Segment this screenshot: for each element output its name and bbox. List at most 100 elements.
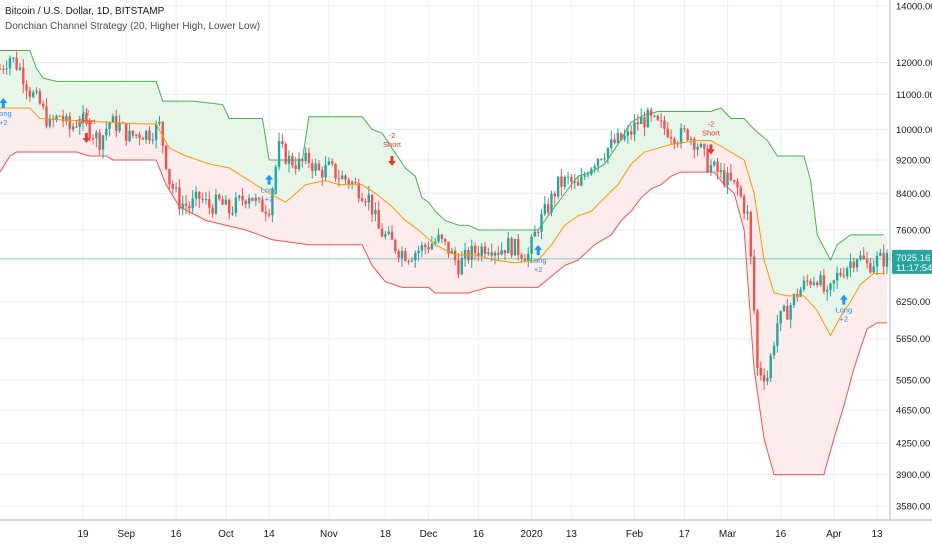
candle-body xyxy=(839,272,842,276)
candle-body xyxy=(546,204,550,213)
time-tick-label[interactable]: Dec xyxy=(420,529,438,540)
candle-body xyxy=(5,68,8,70)
candle-body xyxy=(301,158,304,162)
bar-countdown: 11:17:54 xyxy=(896,263,932,274)
time-tick-label[interactable]: 18 xyxy=(380,529,392,540)
price-tick-label[interactable]: 10000.00 xyxy=(896,125,932,136)
price-tick-label[interactable]: 3580.00 xyxy=(896,502,930,513)
candle-body xyxy=(726,172,729,186)
candle-body xyxy=(8,58,12,69)
candle-body xyxy=(75,126,78,128)
candle-body xyxy=(676,143,679,145)
candle-body xyxy=(885,252,889,267)
time-tick-label[interactable]: Apr xyxy=(826,529,842,540)
candle-body xyxy=(749,211,752,257)
price-tick-label[interactable]: 9200.00 xyxy=(896,155,930,166)
candle-body xyxy=(580,176,583,186)
time-tick-label[interactable]: 16 xyxy=(473,529,485,540)
candle-body xyxy=(437,234,440,242)
candle-body xyxy=(38,91,42,104)
time-tick-label[interactable]: Sep xyxy=(117,529,135,540)
candle-body xyxy=(144,130,148,140)
candle-body xyxy=(500,250,503,255)
candle-body xyxy=(394,239,397,252)
candle-body xyxy=(357,183,360,199)
candle-body xyxy=(460,258,463,275)
candle-body xyxy=(135,134,138,136)
candle-body xyxy=(71,126,75,130)
time-tick-label[interactable]: 16 xyxy=(171,529,183,540)
candle-body xyxy=(447,241,450,254)
price-tick-label[interactable]: 7600.00 xyxy=(896,225,930,236)
time-tick-label[interactable]: Feb xyxy=(626,529,644,540)
price-tick-label[interactable]: 4650.00 xyxy=(896,406,930,417)
candle-body xyxy=(291,155,294,166)
candle-body xyxy=(22,67,25,85)
price-tick-label[interactable]: 11000.00 xyxy=(896,90,932,101)
candle-body xyxy=(407,260,410,262)
candle-body xyxy=(473,245,477,254)
time-tick-label[interactable]: Nov xyxy=(320,529,338,540)
price-tick-label[interactable]: 4250.00 xyxy=(896,439,930,450)
price-tick-label[interactable]: 8400.00 xyxy=(896,189,930,200)
candle-body xyxy=(540,214,543,233)
time-tick-label[interactable]: Mar xyxy=(719,529,737,540)
candle-body xyxy=(653,115,656,117)
candle-body xyxy=(845,268,849,277)
candle-body xyxy=(875,255,879,267)
candle-body xyxy=(603,158,606,160)
price-tick-label[interactable]: 5650.00 xyxy=(896,334,930,345)
price-tick-label[interactable]: 3900.00 xyxy=(896,470,930,481)
candle-body xyxy=(161,121,164,146)
candle-body xyxy=(95,132,98,139)
candle-body xyxy=(732,180,736,182)
time-tick-label[interactable]: Oct xyxy=(218,529,234,540)
candle-body xyxy=(693,138,696,150)
candle-body xyxy=(809,280,812,285)
time-tick-label[interactable]: 17 xyxy=(679,529,691,540)
candle-body xyxy=(636,122,640,125)
candle-body xyxy=(766,378,769,382)
candle-body xyxy=(610,139,613,148)
price-tick-label[interactable]: 6250.00 xyxy=(896,297,930,308)
price-tick-label[interactable]: 12000.00 xyxy=(896,58,932,69)
candle-body xyxy=(643,117,646,128)
candle-body xyxy=(48,118,52,127)
price-axis-bg xyxy=(890,0,932,550)
time-tick-label[interactable]: 13 xyxy=(566,529,578,540)
candle-body xyxy=(181,203,184,210)
candle-body xyxy=(812,282,816,285)
candle-body xyxy=(101,135,105,150)
candle-body xyxy=(32,92,35,97)
candle-body xyxy=(317,163,321,171)
candle-body xyxy=(663,120,666,129)
candle-body xyxy=(629,131,633,135)
candle-body xyxy=(221,198,224,205)
time-tick-label[interactable]: 19 xyxy=(77,529,89,540)
candle-body xyxy=(527,253,530,261)
time-tick-label[interactable]: 2020 xyxy=(520,529,543,540)
candle-body xyxy=(872,266,875,273)
time-axis-bg xyxy=(0,520,932,550)
candle-body xyxy=(606,147,610,159)
price-tick-label[interactable]: 5050.00 xyxy=(896,375,930,386)
candle-body xyxy=(490,252,493,256)
candle-body xyxy=(729,172,733,181)
time-tick-label[interactable]: 14 xyxy=(264,529,276,540)
candle-body xyxy=(759,367,762,376)
candle-body xyxy=(570,176,573,183)
time-tick-label[interactable]: 16 xyxy=(775,529,787,540)
candle-body xyxy=(208,199,211,208)
candle-body xyxy=(623,135,626,140)
price-tick-label[interactable]: 14000.00 xyxy=(896,2,932,13)
candle-body xyxy=(590,168,593,175)
candle-body xyxy=(560,176,563,187)
candle-body xyxy=(234,197,238,214)
candle-body xyxy=(201,198,204,200)
candle-body xyxy=(151,139,155,141)
candle-body xyxy=(15,57,18,70)
time-tick-label[interactable]: 13 xyxy=(871,529,883,540)
lower-band-line xyxy=(0,151,887,476)
